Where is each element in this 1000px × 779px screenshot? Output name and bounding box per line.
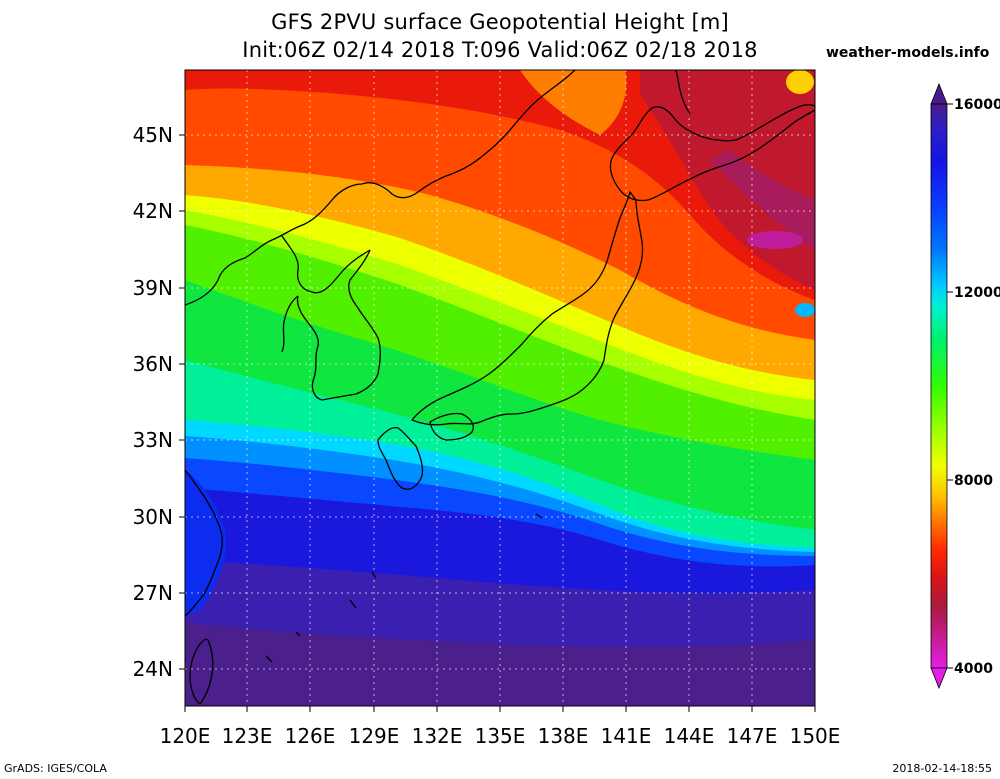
brand-label: weather-models.info [826,45,990,61]
footer-credit: GrADS: IGES/COLA [4,762,107,775]
geopotential-field [185,70,815,706]
field-band [520,70,627,135]
chart-title: GFS 2PVU surface Geopotential Height [m] [271,10,729,34]
field-band [795,303,815,317]
lon-tick-label: 126E [285,724,336,748]
lat-tick-label: 27N [133,581,173,605]
field-band [747,231,803,249]
lat-tick-label: 36N [133,352,173,376]
colorbar-bottom-arrow [930,667,948,690]
lon-tick-label: 129E [349,724,400,748]
lon-tick-label: 150E [790,724,841,748]
colorbar-label: 12000 [954,285,1000,301]
colorbar-label: 16000 [954,97,1000,113]
lat-tick-marks [179,134,185,670]
colorbar-label: 4000 [954,661,993,677]
field-band [185,470,226,615]
field-band [185,70,815,300]
lon-tick-label: 120E [160,724,211,748]
colorbar-label: 8000 [954,473,993,489]
field-band [710,150,815,250]
chart-subtitle: Init:06Z 02/14 2018 T:096 Valid:06Z 02/1… [242,38,758,62]
lat-tick-label: 45N [133,123,173,147]
colorbar-top-arrow [930,82,948,105]
lon-tick-label: 138E [538,724,589,748]
lon-tick-label: 123E [222,724,273,748]
coastlines [185,70,815,705]
lat-tick-label: 33N [133,428,173,452]
lon-tick-label: 147E [727,724,778,748]
lat-tick-labels: 45N 42N 39N 36N 33N 30N 27N 24N [133,123,173,681]
footer-timestamp: 2018-02-14-18:55 [892,762,992,775]
lat-tick-label: 24N [133,657,173,681]
lat-tick-label: 39N [133,276,173,300]
colorbar: 16000 12000 8000 4000 [930,82,1000,690]
lat-tick-label: 42N [133,199,173,223]
lon-tick-labels: 120E 123E 126E 129E 132E 135E 138E 141E … [160,724,841,748]
lon-tick-label: 144E [664,724,715,748]
gridlines [185,70,815,706]
lon-tick-label: 135E [475,724,526,748]
field-band [786,70,814,94]
lon-tick-label: 141E [601,724,652,748]
lon-tick-label: 132E [412,724,463,748]
colorbar-bar [930,103,948,669]
lat-tick-label: 30N [133,505,173,529]
lon-tick-marks [184,706,816,712]
